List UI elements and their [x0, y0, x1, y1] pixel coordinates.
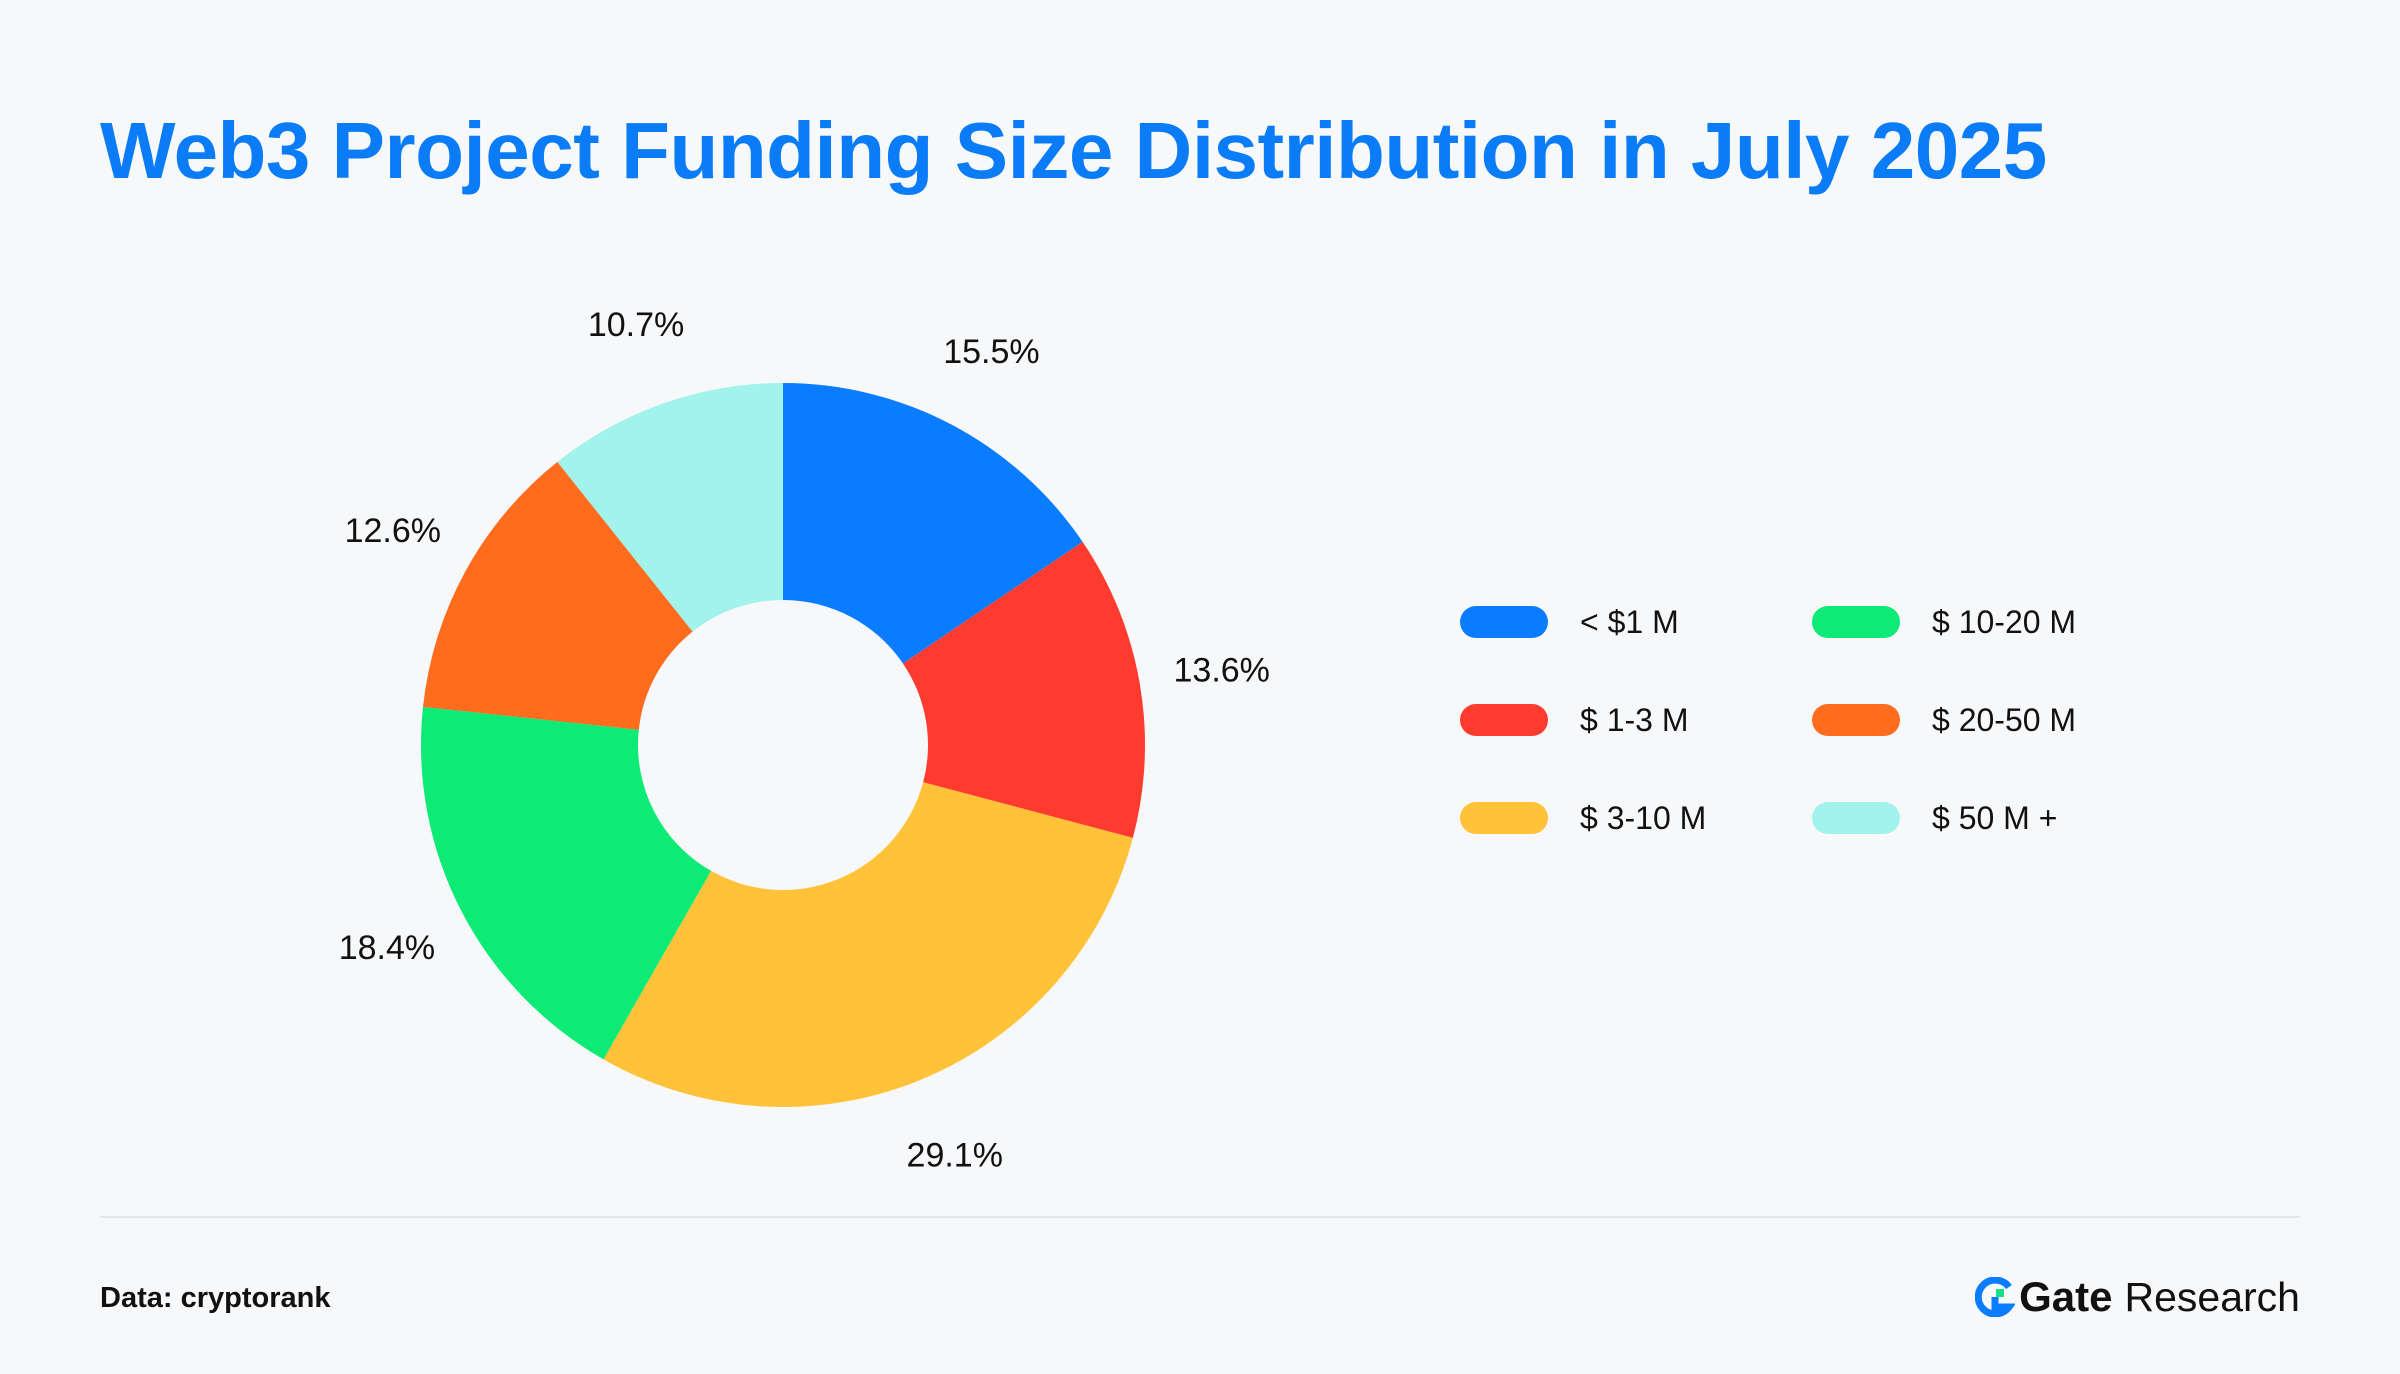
slice-1: [783, 383, 1083, 664]
data-source: Data: cryptorank: [100, 1282, 331, 1314]
legend-label: < $1 M: [1580, 603, 1679, 640]
legend-swatch: [1812, 802, 1900, 834]
footer-divider: [100, 1216, 2300, 1218]
slice-value-label: 12.6%: [345, 512, 441, 550]
chart-legend: < $1 M $ 10-20 M $ 1-3 M $ 20-50 M $ 3-10 M $…: [1460, 598, 2164, 842]
slice-6: [557, 383, 783, 632]
legend-label: $ 10-20 M: [1932, 603, 2077, 640]
legend-item: $ 1-3 M: [1460, 696, 1812, 744]
gate-logo-icon: [1975, 1277, 2016, 1317]
legend-swatch: [1460, 606, 1548, 638]
legend-label: $ 20-50 M: [1932, 701, 2077, 738]
legend-item: $ 10-20 M: [1812, 598, 2164, 646]
legend-swatch: [1812, 704, 1900, 736]
slice-value-label: 15.5%: [943, 333, 1039, 371]
legend-item: $ 3-10 M: [1460, 794, 1812, 842]
brand-logo: Gate Research: [1975, 1272, 2300, 1322]
slice-value-label: 29.1%: [907, 1137, 1003, 1175]
slice-4: [421, 706, 712, 1060]
legend-item: < $1 M: [1460, 598, 1812, 646]
legend-swatch: [1460, 704, 1548, 736]
slice-2: [903, 541, 1145, 838]
slice-3: [603, 782, 1133, 1107]
slice-value-label: 18.4%: [339, 929, 435, 967]
slice-value-label: 10.7%: [588, 306, 684, 344]
legend-label: $ 50 M +: [1932, 799, 2058, 836]
slice-value-label: 13.6%: [1174, 651, 1270, 689]
brand-suffix: Research: [2124, 1273, 2300, 1320]
legend-item: $ 50 M +: [1812, 794, 2164, 842]
legend-swatch: [1460, 802, 1548, 834]
brand-name: Gate: [2019, 1273, 2113, 1320]
legend-swatch: [1812, 606, 1900, 638]
legend-label: $ 1-3 M: [1580, 701, 1689, 738]
chart-title: Web3 Project Funding Size Distribution i…: [100, 106, 2047, 195]
legend-item: $ 20-50 M: [1812, 696, 2164, 744]
legend-label: $ 3-10 M: [1580, 799, 1707, 836]
slice-5: [423, 461, 693, 730]
